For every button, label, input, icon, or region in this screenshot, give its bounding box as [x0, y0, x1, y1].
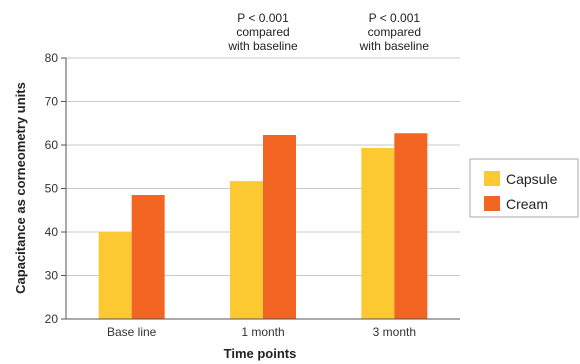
y-axis-title: Capacitance as corneometry units: [13, 82, 28, 294]
legend-label-cream: Cream: [506, 196, 548, 212]
x-tick-label: 3 month: [373, 325, 416, 339]
bar-capsule-3-month: [361, 148, 395, 319]
bar-capsule-base-line: [98, 232, 132, 319]
legend-swatch-cream: [484, 196, 500, 211]
bar-cream-base-line: [131, 195, 165, 319]
annotation-line: compared: [368, 25, 421, 39]
x-axis-title: Time points: [224, 346, 297, 361]
y-tick-label: 30: [45, 269, 59, 283]
legend-label-capsule: Capsule: [506, 171, 558, 187]
y-tick-label: 50: [45, 182, 59, 196]
axes: 20 30 40 50 60 70 80 Base line 1 month 3 month: [45, 51, 460, 339]
annotation-line: compared: [236, 25, 289, 39]
bar-cream-3-month: [394, 133, 428, 319]
x-tick-label: 1 month: [241, 325, 284, 339]
annotation-line: P < 0.001: [369, 11, 421, 25]
bar-capsule-1-month: [230, 181, 263, 319]
y-tick-label: 70: [45, 95, 59, 109]
legend-swatch-capsule: [484, 171, 500, 186]
bars: [98, 133, 428, 319]
legend: Capsule Cream: [469, 158, 579, 218]
annotation-line: P < 0.001: [237, 11, 289, 25]
y-tick-label: 80: [45, 51, 59, 65]
y-tick-label: 20: [45, 312, 59, 326]
y-tick-label: 60: [45, 138, 59, 152]
bar-cream-1-month: [263, 134, 296, 319]
y-tick-label: 40: [45, 225, 59, 239]
annotation-line: with baseline: [359, 39, 430, 53]
annotation-line: with baseline: [227, 39, 298, 53]
x-tick-label: Base line: [107, 325, 157, 339]
